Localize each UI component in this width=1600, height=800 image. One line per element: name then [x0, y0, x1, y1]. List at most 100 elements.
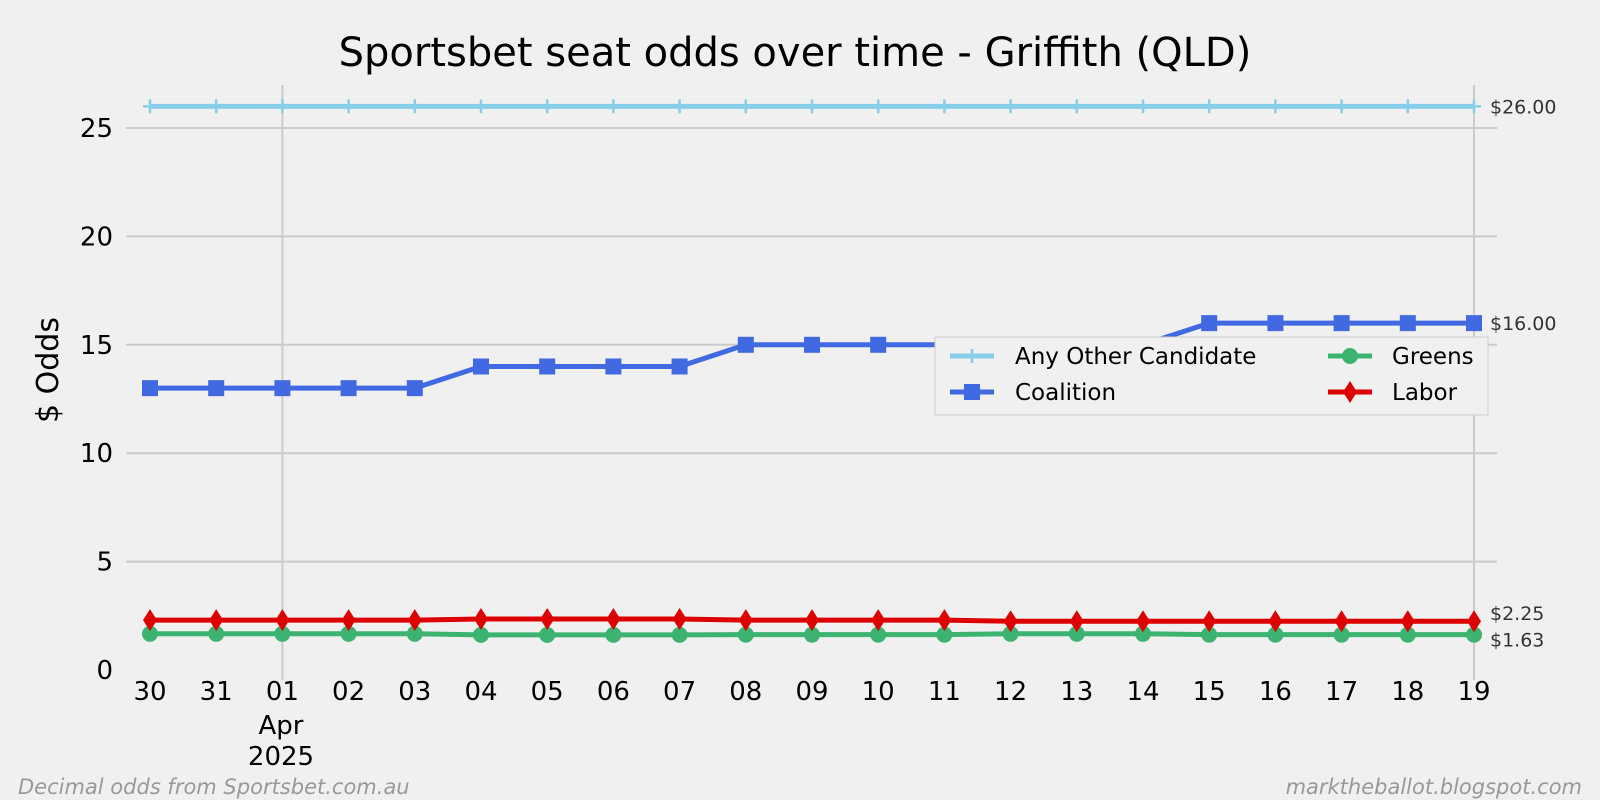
data-point [1268, 610, 1283, 633]
data-point [1267, 626, 1284, 643]
data-point [737, 336, 754, 353]
x-tick-label: 08 [729, 677, 762, 707]
x-tick-label: 15 [1193, 677, 1226, 707]
end-value-label: $1.63 [1490, 630, 1544, 652]
data-point [1399, 315, 1416, 332]
data-point [473, 358, 489, 375]
data-point [1399, 626, 1416, 643]
x-tick-label: 19 [1457, 677, 1490, 707]
legend-label: Coalition [1015, 380, 1116, 406]
data-point [473, 626, 489, 643]
data-point [737, 626, 754, 643]
data-point [341, 609, 356, 632]
data-point [805, 99, 819, 114]
legend-marker [1343, 381, 1357, 403]
data-point [805, 609, 819, 632]
data-point [1069, 610, 1084, 633]
x-tick-label: 03 [398, 677, 431, 707]
data-point [340, 625, 357, 642]
data-point [1467, 99, 1481, 114]
y-tick-label: 20 [80, 222, 113, 252]
series-any-other-candidate [143, 99, 1481, 114]
legend-marker [965, 349, 979, 363]
data-point [1202, 610, 1217, 633]
data-point [871, 609, 886, 632]
y-tick-label: 0 [96, 656, 113, 686]
data-point [605, 626, 622, 643]
data-point [208, 380, 225, 397]
x-tick-label: 01 [266, 677, 299, 707]
x-tick-label: 10 [862, 677, 895, 707]
legend-item: Labor [1328, 380, 1458, 406]
legend-marker [964, 384, 980, 400]
x-tick-label: 14 [1126, 677, 1159, 707]
data-point [606, 99, 621, 114]
data-point [406, 625, 423, 642]
end-value-label: $16.00 [1490, 313, 1556, 335]
data-point [937, 99, 952, 114]
legend-item: Greens [1328, 344, 1474, 370]
data-point [1467, 610, 1481, 633]
data-point [1201, 315, 1218, 332]
data-point [1069, 99, 1084, 114]
x-tick-label: 17 [1325, 677, 1358, 707]
data-point [1267, 315, 1284, 332]
data-point [1068, 625, 1085, 642]
legend-item: Coalition [950, 380, 1116, 406]
data-point [1003, 99, 1018, 114]
data-point [1333, 315, 1350, 332]
data-point [1201, 626, 1218, 643]
y-tick-label: 10 [80, 439, 113, 469]
data-point [1334, 99, 1349, 114]
data-point [539, 626, 556, 643]
x-tick-label: 16 [1259, 677, 1292, 707]
y-tick-label: 5 [96, 548, 113, 578]
data-point [474, 99, 488, 114]
data-point [1466, 315, 1482, 332]
end-value-label: $26.00 [1490, 96, 1556, 118]
data-point [671, 626, 688, 643]
data-point [1003, 610, 1018, 633]
data-point [143, 609, 157, 632]
end-value-label: $2.25 [1490, 603, 1544, 625]
data-point [605, 358, 622, 375]
data-point [937, 609, 952, 632]
data-point [1136, 610, 1150, 633]
x-tick-label: 07 [663, 677, 696, 707]
series-greens [142, 625, 1482, 643]
x-tick-label: 11 [928, 677, 961, 707]
data-point [1268, 99, 1283, 114]
data-point [540, 99, 555, 114]
x-tick-label: 05 [531, 677, 564, 707]
legend-item: Any Other Candidate [950, 344, 1256, 370]
x-tick-label: 12 [994, 677, 1027, 707]
data-point [407, 99, 422, 114]
data-point [1334, 610, 1349, 633]
data-point [672, 99, 687, 114]
footer-source: Decimal odds from Sportsbet.com.au [18, 775, 410, 799]
data-point [1466, 626, 1482, 643]
data-point [209, 99, 224, 114]
data-point [340, 380, 357, 397]
x-year-label: 2025 [248, 742, 314, 772]
data-point [1135, 625, 1151, 642]
data-point [539, 358, 556, 375]
x-tick-label: 31 [200, 677, 233, 707]
data-point [672, 608, 687, 631]
data-point [274, 380, 291, 397]
data-point [406, 380, 423, 397]
legend-box [934, 336, 1489, 416]
data-point [804, 626, 820, 643]
data-point [606, 608, 621, 631]
data-point [936, 626, 953, 643]
footer-site: marktheballot.blogspot.com [1286, 775, 1582, 799]
x-tick-label: 09 [795, 677, 828, 707]
data-point [142, 625, 158, 642]
x-axis-ticks: Apr 2025 30 31 01 02 03 04 05 06 07 08 09 10 11 12 13 1… [133, 677, 1490, 772]
data-point [1136, 99, 1150, 114]
data-point [275, 99, 290, 114]
data-point [341, 99, 356, 114]
data-point [870, 336, 887, 353]
data-point [1002, 625, 1019, 642]
